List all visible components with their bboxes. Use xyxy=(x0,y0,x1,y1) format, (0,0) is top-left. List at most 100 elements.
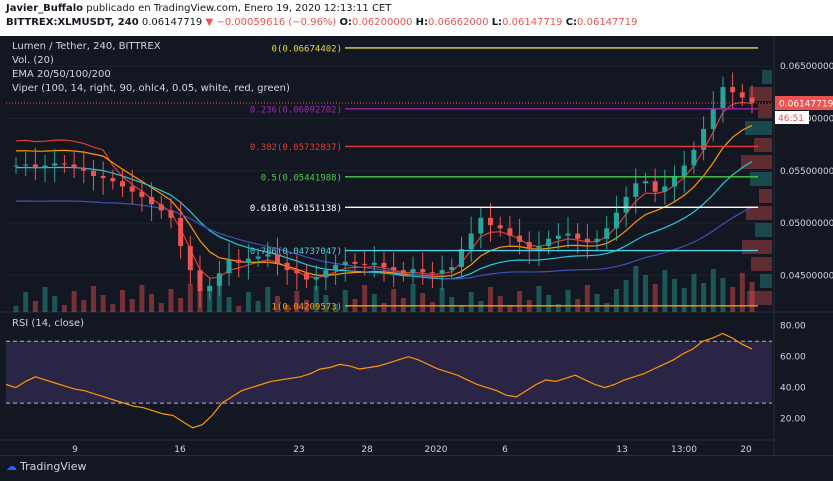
candle-body xyxy=(672,176,678,187)
volume-profile-bar xyxy=(742,240,772,254)
current-price-label: 0.06147719 xyxy=(779,100,833,110)
volume-bar xyxy=(584,285,590,312)
candle-body xyxy=(633,183,639,197)
last-price: 0.06147719 xyxy=(141,17,203,28)
time-axis-tick: 28 xyxy=(361,445,373,455)
volume-bar xyxy=(565,290,571,312)
candle-body xyxy=(468,233,474,250)
author-name[interactable]: Javier_Buffalo xyxy=(6,3,84,14)
volume-bar xyxy=(701,283,707,312)
symbol-label[interactable]: BITTREX:XLMUSDT, 240 xyxy=(6,17,139,28)
candle-body xyxy=(371,262,377,265)
candle-body xyxy=(81,167,87,171)
candle-body xyxy=(730,87,736,93)
volume-bar xyxy=(284,305,290,312)
volume-bar xyxy=(458,306,464,312)
volume-bar xyxy=(681,288,687,312)
candle-body xyxy=(42,165,48,168)
volume-profile-bar xyxy=(741,155,772,169)
open-value: 0.06200000 xyxy=(352,17,413,28)
volume-bar xyxy=(110,304,116,312)
chart-header: Javier_Buffalo publicado en TradingView.… xyxy=(0,0,833,36)
candle-body xyxy=(449,267,455,271)
volume-bar xyxy=(546,295,552,312)
fib-level-0.236-label: 0.236(0.06092702) xyxy=(250,105,342,115)
volume-bar xyxy=(633,266,639,312)
candle-body xyxy=(681,165,687,176)
candle-body xyxy=(526,241,532,250)
rsi-axis-tick: 80.00 xyxy=(780,322,806,332)
candle-body xyxy=(381,262,387,268)
price-axis-tick: 0.04500000 xyxy=(780,271,833,281)
down-triangle-icon: ▼ xyxy=(205,17,214,28)
volume-bar xyxy=(420,293,426,312)
footer-bar: ☁ TradingView xyxy=(0,455,833,481)
volume-bar xyxy=(187,284,193,312)
candle-body xyxy=(575,233,581,239)
price-axis-tick: 0.05000000 xyxy=(780,219,833,229)
candle-body xyxy=(139,191,145,197)
candle-body xyxy=(488,217,494,226)
volume-bar xyxy=(81,300,87,312)
volume-bar xyxy=(149,294,155,312)
ema-indicator[interactable]: EMA 20/50/100/200 xyxy=(12,69,111,80)
tradingview-cloud-icon: ☁ xyxy=(6,460,17,473)
rsi-axis-tick: 20.00 xyxy=(780,415,806,425)
candle-body xyxy=(245,258,251,263)
candle-body xyxy=(739,92,745,98)
volume-bar xyxy=(429,302,435,312)
volume-indicator[interactable]: Vol. (20) xyxy=(12,55,54,66)
volume-bar xyxy=(536,286,542,312)
viper-indicator[interactable]: Viper (100, 14, right, 90, ohlc4, 0.05, … xyxy=(12,83,290,94)
candle-body xyxy=(429,272,435,274)
volume-profile-bar xyxy=(759,189,772,203)
volume-bar xyxy=(371,294,377,312)
volume-bar xyxy=(100,295,106,312)
fib-level-0.618-label: 0.618(0.05151138) xyxy=(250,204,342,214)
high-value: 0.06662000 xyxy=(428,17,489,28)
volume-bar xyxy=(255,301,261,312)
pair-title: Lumen / Tether, 240, BITTREX xyxy=(12,41,161,52)
tradingview-logo[interactable]: ☁ TradingView xyxy=(6,460,86,473)
volume-profile-bar xyxy=(745,121,772,135)
rsi-band xyxy=(6,341,772,404)
volume-bar xyxy=(613,289,619,312)
candle-body xyxy=(265,254,271,257)
volume-profile-bar xyxy=(749,87,772,101)
volume-profile-bar xyxy=(754,138,772,152)
candle-body xyxy=(13,165,19,167)
chart-canvas[interactable]: 0(0.06674402) 0.236(0.06092702) 0.382(0.05… xyxy=(0,36,833,455)
candle-body xyxy=(410,269,416,274)
volume-bar xyxy=(294,291,300,312)
fib-level-0-label: 0(0.06674402) xyxy=(272,44,342,54)
current-price-tag xyxy=(775,96,833,111)
candle-body xyxy=(187,246,193,271)
price-axis-tick: 0.06500000 xyxy=(780,62,833,72)
candle-body xyxy=(313,277,319,280)
volume-bar xyxy=(507,305,513,312)
volume-bar xyxy=(400,298,406,312)
candle-body xyxy=(333,264,339,271)
ohlc-line: BITTREX:XLMUSDT, 240 0.06147719 ▼ −0.000… xyxy=(6,17,638,28)
candle-body xyxy=(613,212,619,229)
volume-bar xyxy=(362,285,368,312)
countdown-label: 46:51 xyxy=(778,114,804,124)
candle-body xyxy=(604,228,610,239)
volume-bar xyxy=(642,275,648,312)
volume-bar xyxy=(497,296,503,312)
low-label: L: xyxy=(491,17,503,28)
candle-body xyxy=(342,261,348,265)
candle-body xyxy=(197,270,203,292)
candle-body xyxy=(226,259,232,274)
candle-body xyxy=(284,262,290,271)
candle-body xyxy=(594,238,600,242)
candle-body xyxy=(565,233,571,236)
candle-body xyxy=(652,181,658,192)
volume-bar xyxy=(178,298,184,312)
candle-body xyxy=(662,186,668,192)
time-axis-tick: 9 xyxy=(72,445,78,455)
volume-bar xyxy=(139,285,145,312)
volume-bar xyxy=(274,296,280,312)
volume-bar xyxy=(265,287,271,312)
candle-body xyxy=(61,163,67,165)
